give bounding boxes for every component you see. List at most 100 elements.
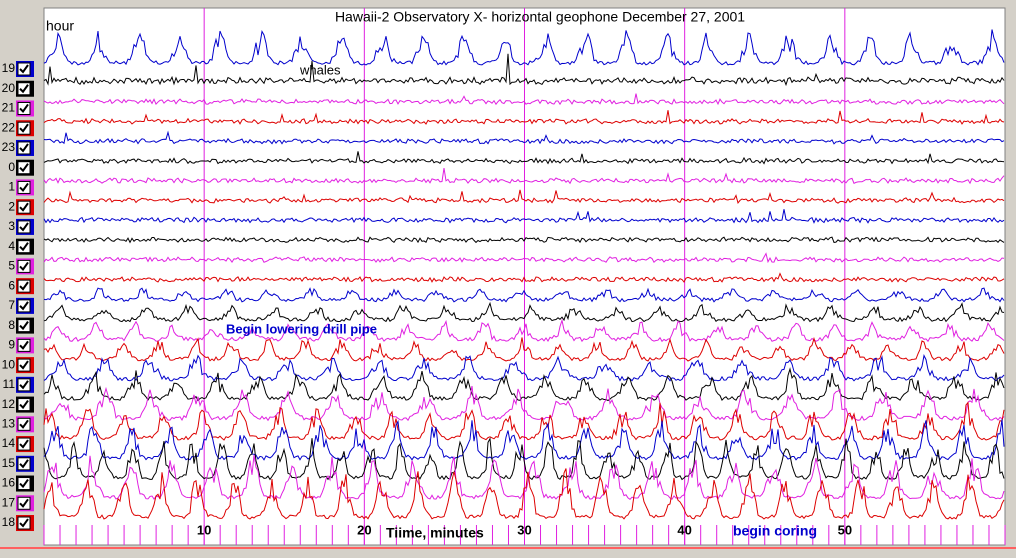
- row-checkbox[interactable]: [16, 100, 34, 117]
- trace: [43, 252, 1005, 264]
- x-tick-label: 30: [517, 522, 531, 537]
- row-checkbox[interactable]: [16, 179, 34, 196]
- row-checkbox[interactable]: [16, 495, 34, 512]
- checkbox-check: [19, 242, 29, 252]
- row-checkbox[interactable]: [16, 475, 34, 492]
- checkbox-check: [19, 202, 29, 212]
- checkbox-check: [19, 84, 29, 94]
- checkbox-check: [19, 321, 29, 331]
- row-checkbox[interactable]: [16, 376, 34, 393]
- trace: [43, 301, 1005, 323]
- row-label: 11: [3, 377, 16, 391]
- trace: [43, 468, 1005, 520]
- trace: [43, 110, 1005, 125]
- trace: [43, 367, 1005, 402]
- checkbox-check: [19, 340, 29, 350]
- row-checkbox[interactable]: [16, 159, 34, 176]
- row-label: 14: [2, 436, 16, 450]
- row-checkbox[interactable]: [16, 455, 34, 472]
- checkbox-check: [19, 419, 29, 429]
- row-checkbox[interactable]: [16, 80, 34, 97]
- row-checkbox[interactable]: [16, 337, 34, 354]
- trace: [43, 437, 1005, 481]
- row-checkbox[interactable]: [16, 199, 34, 216]
- title: Hawaii-2 Observatory X- horizontal geoph…: [335, 9, 745, 25]
- row-checkbox[interactable]: [16, 357, 34, 374]
- row-checkbox[interactable]: [16, 238, 34, 255]
- trace: [43, 168, 1005, 185]
- row-label: 6: [8, 278, 15, 292]
- trace: [43, 401, 1005, 441]
- checkbox-check: [19, 222, 29, 232]
- checkbox-check: [19, 399, 29, 410]
- trace: [43, 318, 1005, 343]
- row-label: 23: [2, 140, 16, 154]
- row-label: 20: [2, 81, 16, 95]
- row-checkbox[interactable]: [16, 515, 34, 532]
- checkbox-check: [19, 498, 29, 508]
- trace: [43, 336, 1005, 362]
- trace: [43, 53, 1005, 87]
- x-tick-label: 50: [838, 522, 852, 537]
- trace: [43, 29, 1005, 66]
- row-label: 12: [2, 397, 16, 411]
- row-checkbox[interactable]: [16, 120, 34, 137]
- row-label: 10: [2, 357, 16, 371]
- row-checkbox[interactable]: [16, 61, 34, 77]
- row-label: 18: [2, 515, 16, 529]
- row-checkbox[interactable]: [16, 416, 34, 433]
- checkbox-check: [19, 143, 29, 153]
- checkbox-check: [19, 301, 29, 311]
- row-checkbox[interactable]: [16, 258, 34, 275]
- checkbox-check: [19, 518, 29, 528]
- x-tick-label: 20: [357, 522, 371, 537]
- row-label: 3: [8, 219, 15, 233]
- row-label: 8: [8, 318, 15, 332]
- row-label: 21: [2, 101, 16, 115]
- checkbox-check: [19, 281, 29, 291]
- row-label: 16: [2, 476, 16, 490]
- x-axis-label: Tiime, minutes: [386, 525, 484, 541]
- annotation: whales: [299, 62, 341, 77]
- trace: [43, 130, 1005, 145]
- row-checkbox[interactable]: [16, 436, 34, 453]
- row-label: 4: [8, 239, 15, 253]
- row-label: 1: [8, 180, 15, 194]
- row-checkbox[interactable]: [16, 218, 34, 235]
- annotation: Begin lowering drill pipe: [226, 321, 377, 336]
- trace: [43, 93, 1005, 106]
- row-label: 15: [2, 456, 16, 470]
- checkbox-check: [19, 459, 29, 469]
- row-label: 2: [8, 199, 15, 213]
- row-label: 19: [2, 61, 16, 75]
- row-label: 7: [8, 298, 15, 312]
- row-checkbox[interactable]: [16, 317, 34, 334]
- checkbox-check: [19, 360, 29, 370]
- traces: [43, 8, 1006, 545]
- row-checkbox[interactable]: [16, 297, 34, 314]
- trace: [43, 354, 1005, 382]
- x-tick-label: 10: [197, 522, 211, 537]
- row-checkbox[interactable]: [16, 139, 34, 156]
- trace: [43, 209, 1005, 224]
- x-tick-label: 40: [677, 522, 691, 537]
- row-label: 22: [2, 120, 16, 134]
- checkbox-check: [19, 478, 29, 489]
- row-checkbox[interactable]: [16, 278, 34, 295]
- row-label: 9: [8, 338, 15, 352]
- row-checkbox[interactable]: [16, 396, 34, 413]
- row-label: 13: [2, 416, 16, 430]
- checkbox-check: [19, 439, 29, 449]
- trace: [43, 189, 1005, 204]
- trace: [43, 385, 1005, 422]
- checkbox-check: [19, 182, 29, 192]
- checkbox-check: [19, 64, 29, 74]
- checkbox-check: [19, 380, 29, 390]
- checkbox-check: [19, 261, 29, 271]
- row-label: 5: [8, 259, 15, 273]
- trace: [43, 272, 1005, 283]
- checkbox-check: [19, 123, 29, 133]
- checkbox-check: [19, 163, 29, 173]
- trace: [43, 151, 1005, 165]
